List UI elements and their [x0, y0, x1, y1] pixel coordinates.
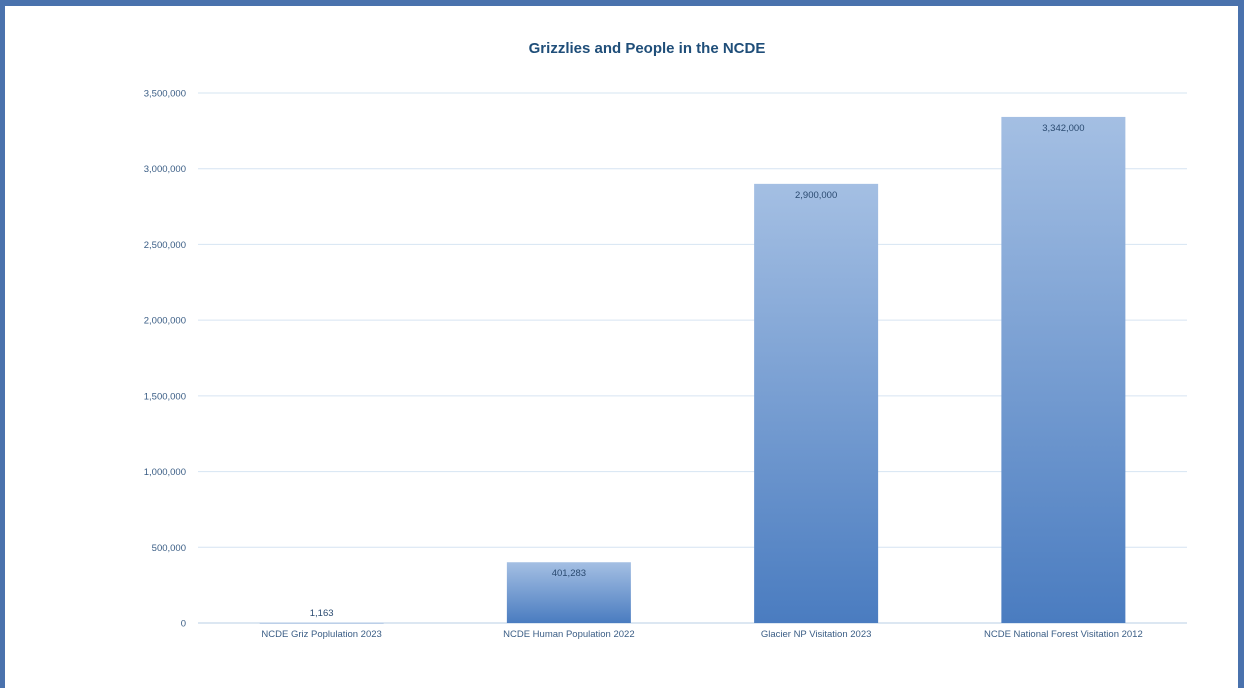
- y-tick-label: 2,000,000: [144, 316, 186, 327]
- bar: [506, 562, 631, 623]
- bar: [754, 183, 879, 623]
- y-tick-label: 1,000,000: [144, 467, 186, 478]
- x-tick-label: NCDE Human Population 2022: [503, 629, 635, 640]
- data-labels: 1,163 401,283 2,900,000 3,342,000: [310, 123, 1085, 619]
- y-tick-label: 500,000: [152, 543, 186, 554]
- y-tick-label: 1,500,000: [144, 391, 186, 402]
- bar: [1001, 116, 1126, 623]
- bars: [259, 116, 1126, 624]
- data-label: 401,283: [552, 568, 586, 579]
- data-label: 1,163: [310, 608, 334, 619]
- data-label: 2,900,000: [795, 190, 837, 201]
- x-tick-label: NCDE Griz Poplulation 2023: [261, 629, 381, 640]
- data-label: 3,342,000: [1042, 123, 1084, 134]
- y-tick-label: 0: [181, 619, 186, 630]
- x-tick-label: Glacier NP Visitation 2023: [761, 629, 872, 640]
- y-tick-label: 3,500,000: [144, 89, 186, 100]
- bar: [259, 622, 384, 624]
- y-axis-ticks: 0 500,000 1,000,000 1,500,000 2,000,000 2,500…: [144, 89, 186, 630]
- chart-title: Grizzlies and People in the NCDE: [529, 40, 766, 57]
- x-axis-ticks: NCDE Griz Poplulation 2023 NCDE Human Pop…: [261, 629, 1142, 640]
- y-tick-label: 2,500,000: [144, 240, 186, 251]
- x-tick-label: NCDE National Forest Visitation 2012: [984, 629, 1143, 640]
- y-tick-label: 3,000,000: [144, 164, 186, 175]
